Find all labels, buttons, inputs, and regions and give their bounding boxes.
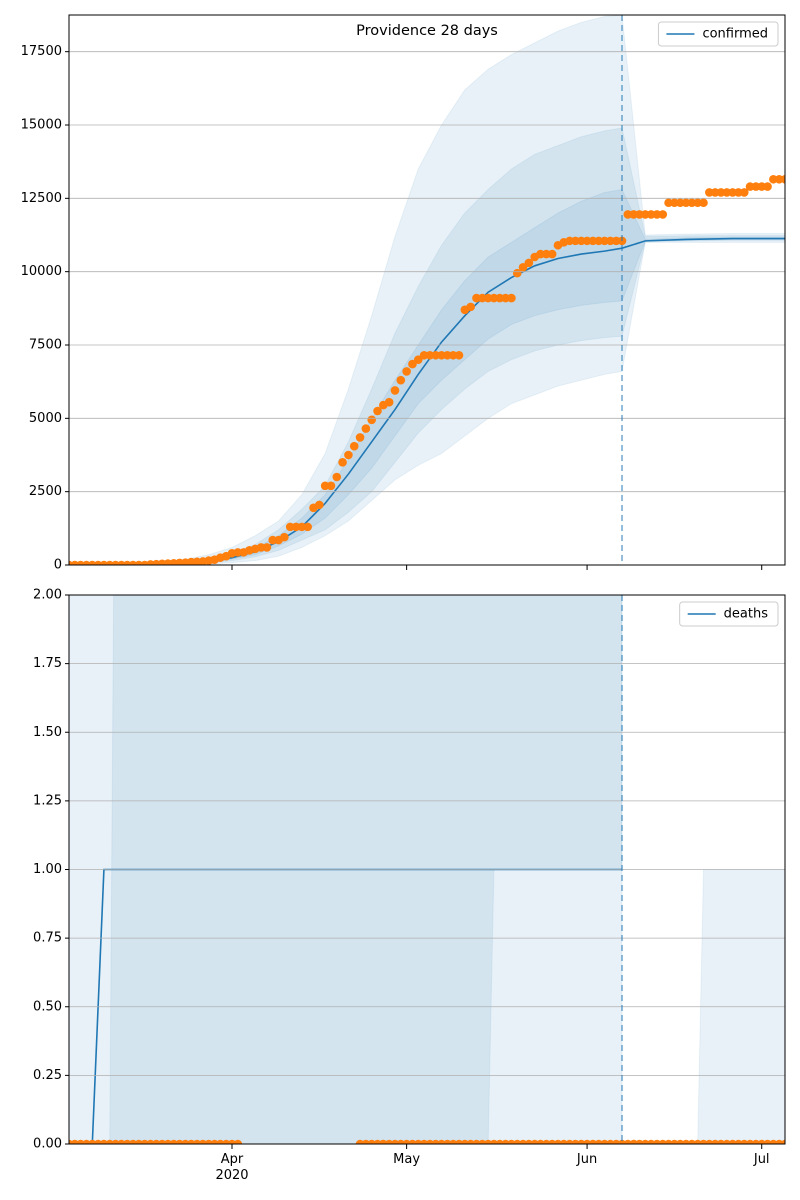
y-tick-label: 0.50 xyxy=(33,999,62,1014)
legend-box xyxy=(657,21,779,47)
observed-point xyxy=(763,182,772,191)
observed-point xyxy=(233,1139,243,1144)
observed-point xyxy=(507,293,516,303)
observed-point xyxy=(454,350,464,360)
y-tick-label: 1.25 xyxy=(33,793,62,808)
x-tick-label: Jul xyxy=(753,1152,770,1167)
y-tick-label: 17500 xyxy=(21,44,62,59)
observed-point xyxy=(332,472,342,482)
observed-point xyxy=(361,424,371,433)
observed-point xyxy=(349,441,359,451)
observed-point xyxy=(402,367,411,376)
y-tick-label: 10000 xyxy=(21,264,62,279)
observed-point xyxy=(315,500,324,510)
chart-title: Providence 28 days xyxy=(356,23,498,39)
x-tick-label: Apr 2020 xyxy=(215,1152,249,1183)
observed-point xyxy=(390,386,400,395)
observed-point xyxy=(396,375,406,385)
x-tick-label: Jun xyxy=(576,1152,598,1167)
observed-point xyxy=(699,198,708,208)
observed-point xyxy=(780,1139,785,1144)
y-tick-label: 0 xyxy=(54,558,62,573)
observed-point xyxy=(344,450,353,460)
observed-point xyxy=(408,359,417,369)
plot-area xyxy=(69,15,785,565)
observed-point xyxy=(338,458,347,467)
y-tick-label: 0.00 xyxy=(33,1137,62,1152)
y-tick-label: 2.00 xyxy=(33,588,62,603)
y-tick-label: 1.50 xyxy=(33,725,62,740)
axes-frame xyxy=(68,594,786,1145)
confidence-band xyxy=(69,15,785,565)
y-tick-label: 5000 xyxy=(29,411,62,426)
observed-point xyxy=(367,415,376,425)
observed-point xyxy=(303,522,312,532)
observed-point xyxy=(466,302,475,312)
observed-point xyxy=(518,262,528,272)
y-tick-label: 1.00 xyxy=(33,862,62,877)
observed-point xyxy=(413,355,423,364)
y-tick-label: 12500 xyxy=(21,191,62,206)
axes-frame xyxy=(68,14,786,566)
y-tick-label: 0.75 xyxy=(33,931,62,946)
y-tick-label: 1.75 xyxy=(33,656,62,671)
legend-label: deaths xyxy=(724,607,769,622)
observed-point xyxy=(780,174,785,184)
y-tick-label: 2500 xyxy=(29,484,62,499)
observed-point xyxy=(524,258,534,268)
observed-point xyxy=(280,532,289,542)
legend-box xyxy=(679,601,779,627)
observed-point xyxy=(326,481,336,491)
observed-point xyxy=(739,188,749,197)
observed-point xyxy=(373,406,382,416)
observed-point xyxy=(262,543,272,552)
legend-label: confirmed xyxy=(702,27,768,42)
confidence-band xyxy=(69,188,785,565)
observed-point xyxy=(547,249,557,259)
y-tick-label: 15000 xyxy=(21,118,62,133)
observed-point xyxy=(384,397,394,407)
observed-point xyxy=(512,268,522,278)
y-tick-label: 7500 xyxy=(29,338,62,353)
observed-point xyxy=(355,433,365,442)
x-tick-label: May xyxy=(393,1152,421,1167)
observed-point xyxy=(658,210,668,219)
y-tick-label: 0.25 xyxy=(33,1068,62,1083)
